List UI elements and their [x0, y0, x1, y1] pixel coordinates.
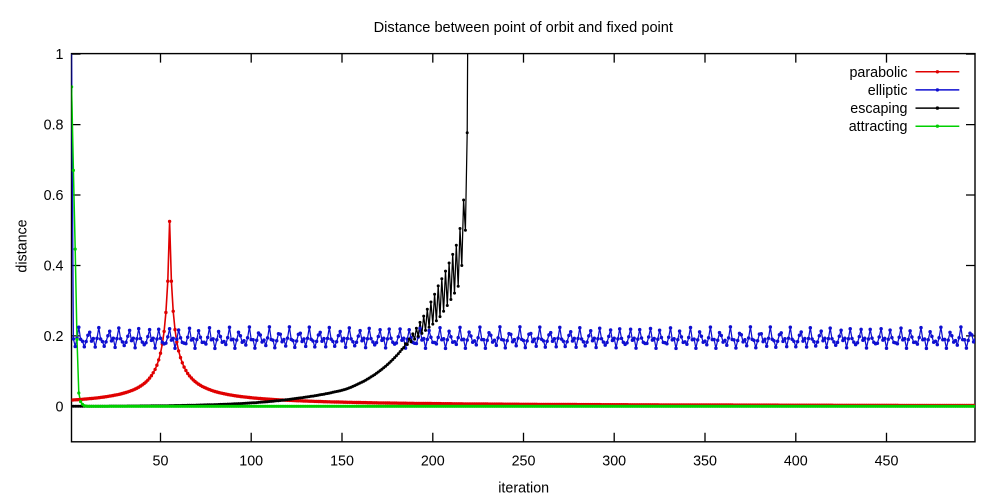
svg-text:1: 1	[56, 47, 64, 63]
svg-text:iteration: iteration	[498, 481, 549, 497]
svg-text:0.2: 0.2	[44, 329, 64, 345]
svg-text:attracting: attracting	[849, 119, 908, 135]
svg-text:elliptic: elliptic	[868, 83, 908, 99]
svg-text:0: 0	[56, 400, 64, 416]
svg-text:50: 50	[153, 453, 169, 469]
svg-text:0.4: 0.4	[44, 259, 64, 275]
svg-text:300: 300	[602, 453, 626, 469]
svg-text:Distance between point of orbi: Distance between point of orbit and fixe…	[374, 20, 673, 36]
svg-text:distance: distance	[14, 219, 30, 272]
svg-text:150: 150	[330, 453, 354, 469]
svg-text:250: 250	[512, 453, 536, 469]
svg-text:0.8: 0.8	[44, 118, 64, 134]
svg-text:400: 400	[784, 453, 808, 469]
svg-text:0.6: 0.6	[44, 188, 64, 204]
svg-text:100: 100	[239, 453, 263, 469]
svg-text:escaping: escaping	[850, 101, 907, 117]
svg-text:350: 350	[693, 453, 717, 469]
svg-text:200: 200	[421, 453, 445, 469]
svg-text:parabolic: parabolic	[849, 65, 907, 81]
svg-text:450: 450	[875, 453, 899, 469]
